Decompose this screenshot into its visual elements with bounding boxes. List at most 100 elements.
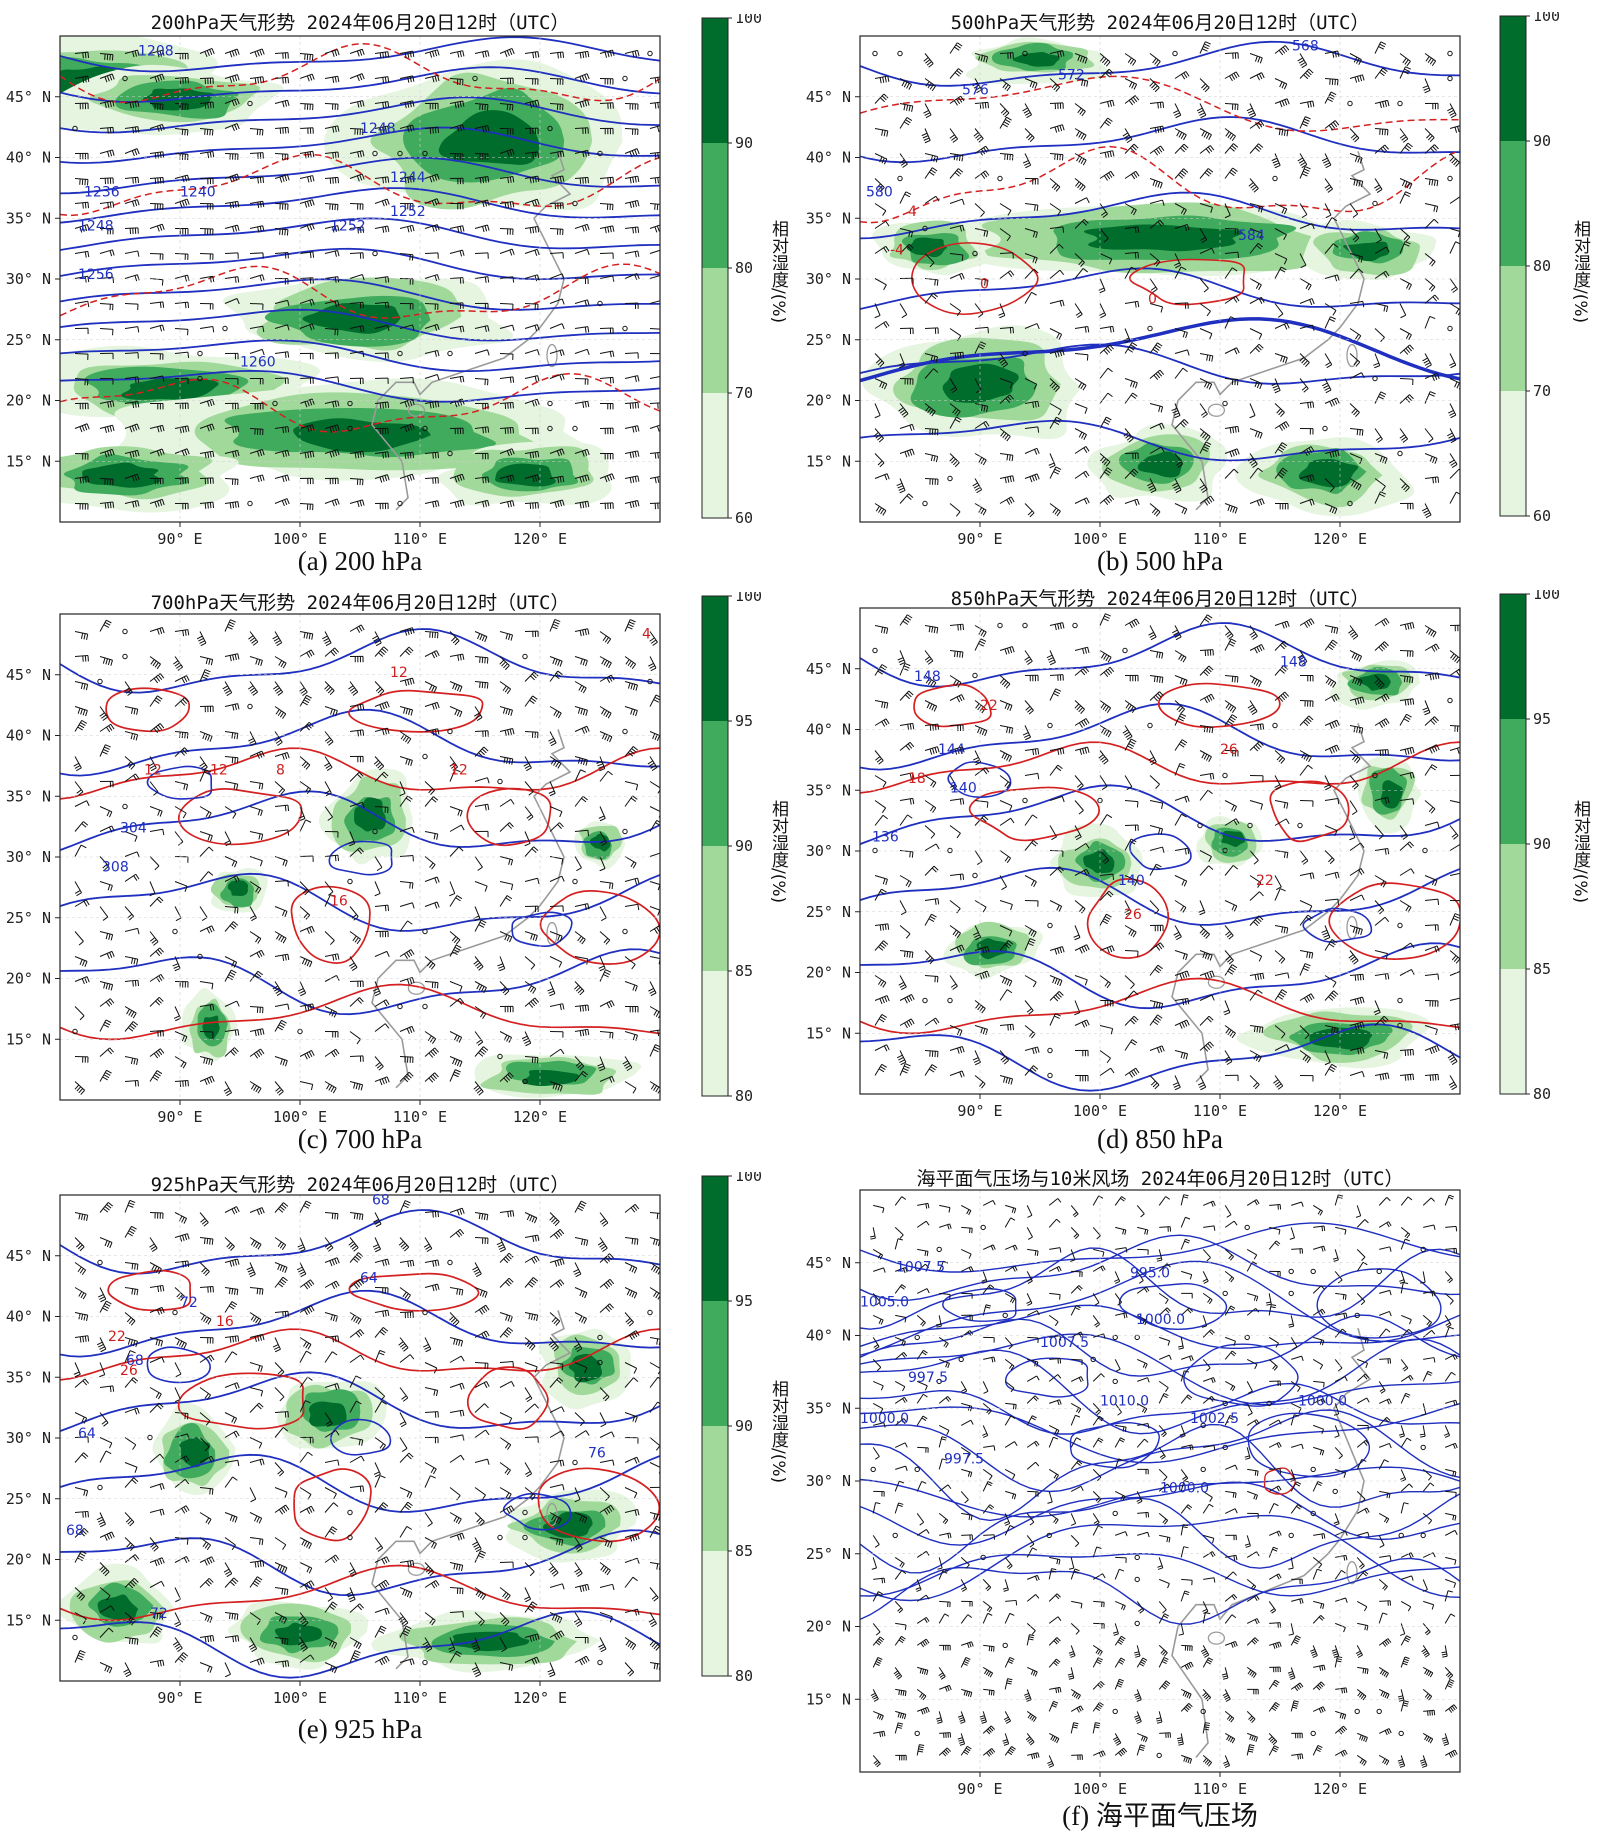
lat-tick-label: 30° N [806,270,851,288]
colorbar-segment [1500,141,1526,266]
colorbar-tick-label: 80 [735,259,753,277]
lat-tick-label: 40° N [806,721,851,739]
colorbar-tick-label: 70 [735,384,753,402]
colorbar-segment [1500,969,1526,1094]
contour-label: 26 [120,1363,138,1379]
lon-tick-label: 120° E [1313,1780,1367,1798]
contour-label: 1240 [180,184,216,200]
colorbar-tick-label: 100 [735,592,762,605]
contour-label: 16 [216,1314,234,1330]
colorbar-segment [702,846,728,971]
caption-e: (e) 925 hPa [220,1714,500,1745]
caption-a: (a) 200 hPa [220,546,500,577]
contour-label: 1000.0 [1298,1393,1347,1409]
lat-tick-label: 40° N [806,1327,851,1345]
colorbar-segment [702,268,728,393]
humidity-area [495,463,556,486]
contour-label: 1007.5 [896,1259,945,1275]
contour-label: 8 [276,762,285,778]
lon-tick-label: 120° E [513,1689,567,1707]
contour-label: 136 [872,829,899,845]
colorbar-tick-label: 100 [1533,12,1560,25]
lat-tick-label: 35° N [6,787,51,805]
lat-tick-label: 20° N [806,1618,851,1636]
contour-label: 76 [588,1445,606,1461]
contour-label: 1260 [240,354,276,370]
lon-tick-label: 90° E [957,1102,1002,1120]
lat-tick-label: 15° N [806,1024,851,1042]
contour-label: 1248 [360,121,396,137]
colorbar-tick-label: 90 [735,1417,753,1435]
lat-tick-label: 40° N [6,727,51,745]
contour-label: -4 [890,243,904,259]
colorbar-segment [1500,266,1526,391]
contour-label: 22 [980,698,998,714]
lat-tick-label: 30° N [6,270,51,288]
lon-tick-label: 90° E [157,1689,202,1707]
colorbar-segment [702,1301,728,1426]
caption-f: (f) 海平面气压场 [1000,1794,1320,1833]
lat-tick-label: 25° N [6,1490,51,1508]
colorbar-segment [1500,594,1526,719]
colorbar-title: 相对湿度/(%) [766,800,791,903]
contour-label: 1256 [78,267,114,283]
colorbar-tick-label: 80 [1533,1085,1551,1103]
colorbar-tick-label: 100 [735,1172,762,1185]
lat-tick-label: 35° N [806,1399,851,1417]
contour-label: 572 [1058,68,1085,84]
map-plot-850hpa: 45° N40° N35° N30° N25° N20° N15° N90° E… [800,608,1480,1108]
colorbar-segment [702,143,728,268]
contour-label: 1252 [330,218,366,234]
colorbar-title: 相对湿度/(%) [1568,800,1593,903]
colorbar-tick-label: 90 [1533,835,1551,853]
lon-tick-label: 90° E [957,1780,1002,1798]
colorbar-segment [702,393,728,518]
lat-tick-label: 15° N [6,452,51,470]
colorbar-tick-label: 95 [735,1292,753,1310]
lon-tick-label: 90° E [157,1108,202,1126]
contour-label: 995.0 [1130,1265,1170,1281]
lat-tick-label: 35° N [806,209,851,227]
contour-label: 26 [1220,742,1238,758]
colorbar-tick-label: 90 [735,134,753,152]
contour-label: 26 [1124,907,1142,923]
colorbar-tick-label: 95 [735,712,753,730]
colorbar-tick-label: 90 [1533,132,1551,150]
colorbar-segment [702,1176,728,1301]
contour-label: 12 [450,762,468,778]
contour-label: 0 [1148,291,1157,307]
contour-label: 997.5 [944,1452,984,1468]
contour-label: 0 [980,277,989,293]
contour-label: 148 [914,669,941,685]
lon-tick-label: 110° E [1193,1102,1247,1120]
contour-label: 72 [150,1606,168,1622]
contour-label: 140 [950,781,977,797]
colorbar-segment [1500,844,1526,969]
lat-tick-label: 25° N [6,909,51,927]
contour-label: 576 [962,82,989,98]
colorbar-segment [1500,16,1526,141]
map-plot-700hpa: 45° N40° N35° N30° N25° N20° N15° N90° E… [0,614,680,1114]
colorbar-segment [702,596,728,721]
lat-tick-label: 45° N [806,660,851,678]
contour-label: 64 [360,1270,378,1286]
contour-label: 16 [330,894,348,910]
map-plot-925hpa: 45° N40° N35° N30° N25° N20° N15° N90° E… [0,1195,680,1695]
colorbar-segment [702,1551,728,1676]
colorbar-segment [702,18,728,143]
colorbar-tick-label: 100 [1533,590,1560,603]
contour-label: 1248 [78,218,114,234]
contour-label: 68 [66,1523,84,1539]
map-title: 925hPa天气形势 2024年06月20日12时（UTC） [60,1170,660,1197]
lat-tick-label: 30° N [6,1429,51,1447]
lat-tick-label: 45° N [6,666,51,684]
colorbar-segment [702,1426,728,1551]
contour-label: 1236 [84,184,120,200]
colorbar-tick-label: 60 [735,509,753,527]
map-title: 海平面气压场与10米风场 2024年06月20日12时（UTC） [860,1164,1460,1191]
colorbar-tick-label: 100 [735,14,762,27]
